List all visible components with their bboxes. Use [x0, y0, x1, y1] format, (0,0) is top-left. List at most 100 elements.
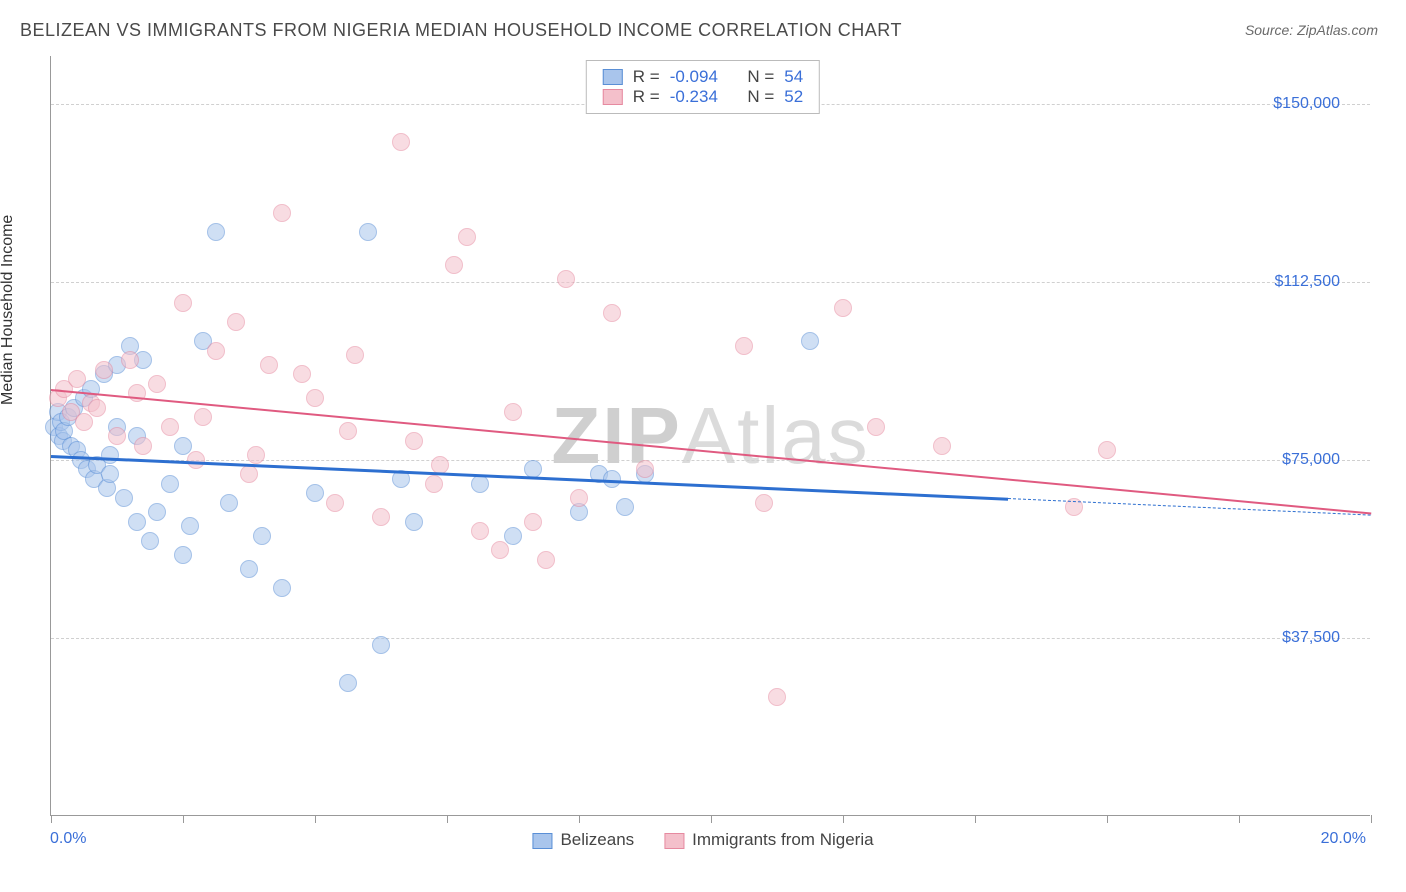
r-label: R =: [633, 67, 660, 87]
scatter-point: [392, 133, 410, 151]
scatter-point: [134, 437, 152, 455]
scatter-point: [405, 432, 423, 450]
source-attribution: Source: ZipAtlas.com: [1245, 22, 1378, 38]
scatter-point: [174, 546, 192, 564]
watermark-light: Atlas: [682, 391, 870, 480]
scatter-point: [801, 332, 819, 350]
scatter-point: [537, 551, 555, 569]
scatter-point: [240, 560, 258, 578]
plot-area: ZIPAtlas $37,500$75,000$112,500$150,000: [50, 56, 1370, 816]
y-axis-label: Median Household Income: [0, 215, 17, 405]
scatter-point: [101, 465, 119, 483]
scatter-point: [603, 304, 621, 322]
r-value-2: -0.234: [670, 87, 718, 107]
scatter-point: [128, 513, 146, 531]
x-axis-min-label: 0.0%: [50, 830, 86, 848]
scatter-point: [524, 513, 542, 531]
series-legend: Belizeans Immigrants from Nigeria: [532, 830, 873, 850]
legend-label-2: Immigrants from Nigeria: [692, 830, 873, 849]
scatter-point: [148, 375, 166, 393]
scatter-point: [273, 579, 291, 597]
scatter-point: [174, 294, 192, 312]
n-label: N =: [747, 67, 774, 87]
scatter-point: [306, 484, 324, 502]
n-value-2: 52: [784, 87, 803, 107]
scatter-point: [306, 389, 324, 407]
scatter-point: [504, 527, 522, 545]
watermark-bold: ZIP: [551, 391, 681, 480]
x-tick: [315, 815, 316, 823]
r-label-2: R =: [633, 87, 660, 107]
x-tick: [711, 815, 712, 823]
gridline: [51, 282, 1370, 283]
scatter-point: [207, 223, 225, 241]
scatter-point: [504, 403, 522, 421]
scatter-point: [68, 370, 86, 388]
y-tick-label: $112,500: [1274, 273, 1340, 291]
scatter-point: [405, 513, 423, 531]
gridline: [51, 638, 1370, 639]
scatter-point: [491, 541, 509, 559]
scatter-point: [240, 465, 258, 483]
x-tick: [579, 815, 580, 823]
scatter-point: [431, 456, 449, 474]
scatter-point: [141, 532, 159, 550]
scatter-point: [326, 494, 344, 512]
x-axis-max-label: 20.0%: [1321, 830, 1366, 848]
scatter-point: [372, 636, 390, 654]
scatter-point: [570, 489, 588, 507]
legend-item-1: Belizeans: [532, 830, 634, 850]
scatter-point: [253, 527, 271, 545]
scatter-point: [115, 489, 133, 507]
legend-swatch-1: [603, 69, 623, 85]
scatter-point: [260, 356, 278, 374]
scatter-point: [445, 256, 463, 274]
correlation-legend: R = -0.094 N = 54 R = -0.234 N = 52: [586, 60, 820, 114]
scatter-point: [187, 451, 205, 469]
scatter-point: [121, 351, 139, 369]
scatter-point: [603, 470, 621, 488]
legend-row-1: R = -0.094 N = 54: [603, 67, 803, 87]
scatter-point: [636, 460, 654, 478]
scatter-point: [768, 688, 786, 706]
scatter-point: [161, 475, 179, 493]
x-tick: [1107, 815, 1108, 823]
scatter-point: [108, 427, 126, 445]
x-tick: [975, 815, 976, 823]
scatter-point: [95, 361, 113, 379]
scatter-point: [181, 517, 199, 535]
scatter-point: [471, 475, 489, 493]
scatter-point: [339, 422, 357, 440]
legend-label-1: Belizeans: [560, 830, 634, 849]
x-tick: [51, 815, 52, 823]
scatter-point: [1098, 441, 1116, 459]
scatter-point: [247, 446, 265, 464]
x-tick: [1371, 815, 1372, 823]
x-tick: [843, 815, 844, 823]
legend-swatch-b2: [664, 833, 684, 849]
scatter-point: [161, 418, 179, 436]
scatter-point: [735, 337, 753, 355]
scatter-point: [339, 674, 357, 692]
scatter-point: [293, 365, 311, 383]
legend-swatch-2: [603, 89, 623, 105]
n-value-1: 54: [784, 67, 803, 87]
scatter-point: [174, 437, 192, 455]
legend-swatch-b1: [532, 833, 552, 849]
x-tick: [183, 815, 184, 823]
x-tick: [447, 815, 448, 823]
scatter-point: [616, 498, 634, 516]
scatter-point: [194, 408, 212, 426]
scatter-point: [88, 399, 106, 417]
n-label-2: N =: [747, 87, 774, 107]
scatter-point: [425, 475, 443, 493]
r-value-1: -0.094: [670, 67, 718, 87]
legend-item-2: Immigrants from Nigeria: [664, 830, 873, 850]
scatter-point: [220, 494, 238, 512]
scatter-point: [933, 437, 951, 455]
scatter-point: [273, 204, 291, 222]
scatter-point: [148, 503, 166, 521]
scatter-point: [75, 413, 93, 431]
scatter-point: [227, 313, 245, 331]
scatter-point: [557, 270, 575, 288]
